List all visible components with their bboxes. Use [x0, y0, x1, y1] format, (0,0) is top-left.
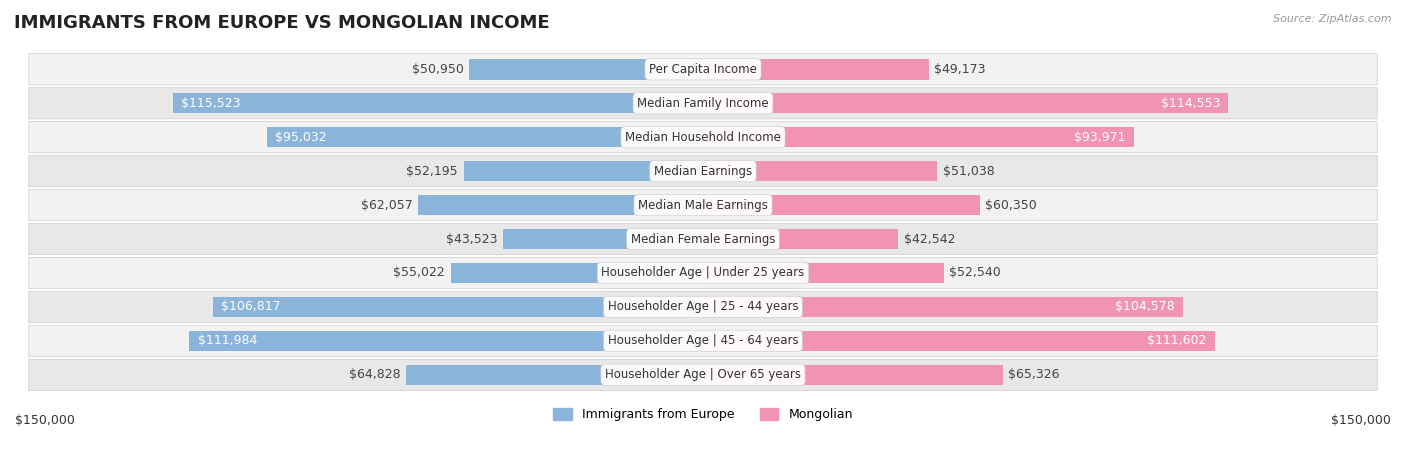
Bar: [190, 331, 703, 351]
Text: Median Household Income: Median Household Income: [626, 131, 780, 144]
FancyBboxPatch shape: [28, 257, 1378, 289]
Text: Householder Age | 25 - 44 years: Householder Age | 25 - 44 years: [607, 300, 799, 313]
Bar: [451, 263, 703, 283]
Legend: Immigrants from Europe, Mongolian: Immigrants from Europe, Mongolian: [548, 403, 858, 426]
Bar: [470, 59, 703, 79]
Text: $62,057: $62,057: [361, 198, 413, 212]
Bar: [214, 297, 703, 317]
FancyBboxPatch shape: [28, 121, 1378, 153]
Text: $49,173: $49,173: [934, 63, 986, 76]
Text: IMMIGRANTS FROM EUROPE VS MONGOLIAN INCOME: IMMIGRANTS FROM EUROPE VS MONGOLIAN INCO…: [14, 14, 550, 32]
Text: $52,540: $52,540: [949, 267, 1001, 279]
Bar: [464, 161, 703, 181]
Text: Householder Age | Under 25 years: Householder Age | Under 25 years: [602, 267, 804, 279]
Bar: [406, 365, 703, 385]
Text: $50,950: $50,950: [412, 63, 464, 76]
Text: $51,038: $51,038: [942, 165, 994, 177]
Bar: [703, 365, 1002, 385]
FancyBboxPatch shape: [28, 88, 1378, 119]
Bar: [703, 93, 1229, 113]
Bar: [703, 59, 928, 79]
Bar: [703, 127, 1135, 148]
Text: $55,022: $55,022: [394, 267, 446, 279]
Text: Median Male Earnings: Median Male Earnings: [638, 198, 768, 212]
Text: $114,553: $114,553: [1161, 97, 1220, 110]
FancyBboxPatch shape: [28, 190, 1378, 221]
Bar: [173, 93, 703, 113]
Bar: [267, 127, 703, 148]
Text: Median Earnings: Median Earnings: [654, 165, 752, 177]
Bar: [703, 263, 943, 283]
FancyBboxPatch shape: [28, 223, 1378, 255]
FancyBboxPatch shape: [28, 359, 1378, 390]
Text: $42,542: $42,542: [904, 233, 955, 246]
Text: $60,350: $60,350: [986, 198, 1038, 212]
Bar: [503, 229, 703, 249]
Text: $104,578: $104,578: [1115, 300, 1174, 313]
Text: $111,984: $111,984: [198, 334, 257, 347]
Bar: [703, 161, 936, 181]
FancyBboxPatch shape: [28, 291, 1378, 323]
Bar: [419, 195, 703, 215]
Text: Median Female Earnings: Median Female Earnings: [631, 233, 775, 246]
Bar: [703, 297, 1182, 317]
Text: $64,828: $64,828: [349, 368, 401, 381]
FancyBboxPatch shape: [28, 325, 1378, 356]
Text: $150,000: $150,000: [15, 414, 75, 427]
Text: $52,195: $52,195: [406, 165, 458, 177]
Text: $115,523: $115,523: [181, 97, 240, 110]
FancyBboxPatch shape: [28, 156, 1378, 187]
Text: $93,971: $93,971: [1074, 131, 1126, 144]
Text: $111,602: $111,602: [1147, 334, 1206, 347]
Text: $43,523: $43,523: [446, 233, 498, 246]
Text: Source: ZipAtlas.com: Source: ZipAtlas.com: [1274, 14, 1392, 24]
Text: $65,326: $65,326: [1008, 368, 1060, 381]
Text: $150,000: $150,000: [1331, 414, 1391, 427]
Text: Median Family Income: Median Family Income: [637, 97, 769, 110]
Bar: [703, 229, 898, 249]
FancyBboxPatch shape: [28, 54, 1378, 85]
Text: Per Capita Income: Per Capita Income: [650, 63, 756, 76]
Text: Householder Age | 45 - 64 years: Householder Age | 45 - 64 years: [607, 334, 799, 347]
Bar: [703, 195, 980, 215]
Text: $95,032: $95,032: [276, 131, 328, 144]
Bar: [703, 331, 1215, 351]
Text: Householder Age | Over 65 years: Householder Age | Over 65 years: [605, 368, 801, 381]
Text: $106,817: $106,817: [221, 300, 281, 313]
